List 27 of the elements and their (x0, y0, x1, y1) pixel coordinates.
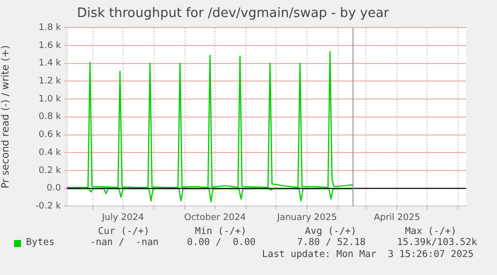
text: Avg (-/+) (305, 226, 356, 237)
text: 0.00 / 0.00 (187, 237, 256, 248)
y-tick-label: 0.0 (46, 184, 62, 194)
y-tick-label: 1.4 k (38, 58, 62, 69)
chart-title: Disk throughput for /dev/vgmain/swap - by year (76, 6, 390, 22)
y-tick-label: 0.6 k (38, 130, 62, 140)
y-axis-title: Pr second read (-) / write (+) (0, 45, 12, 189)
x-tick-label: July 2024 (101, 212, 144, 223)
y-tick-label: 0.2 k (38, 166, 62, 176)
text: 7.80 / 52.18 (297, 237, 366, 248)
text: Max (-/+) (405, 226, 456, 237)
y-tick-label: 0.4 k (38, 148, 62, 158)
y-tick-label: 0.8 k (38, 112, 62, 122)
text: Min (-/+) (195, 226, 246, 237)
text: Cur (-/+) (98, 226, 150, 237)
y-tick-label: 1.2 k (38, 76, 62, 87)
y-tick-label: 1.6 k (38, 40, 62, 51)
y-tick-label: -0.2 k (35, 202, 62, 212)
x-tick-label: April 2025 (374, 212, 420, 223)
text: 15.39k/103.52k (397, 237, 478, 248)
x-tick-label: January 2025 (276, 212, 337, 223)
y-tick-label: 1.8 k (38, 22, 62, 33)
y-tick-label: 1.0 k (38, 94, 62, 104)
legend-label: Bytes (26, 237, 55, 248)
x-tick-label: October 2024 (184, 212, 246, 223)
text: -nan / -nan (90, 237, 159, 248)
text: Last update: Mon Mar 3 15:26:07 2025 (262, 249, 474, 260)
